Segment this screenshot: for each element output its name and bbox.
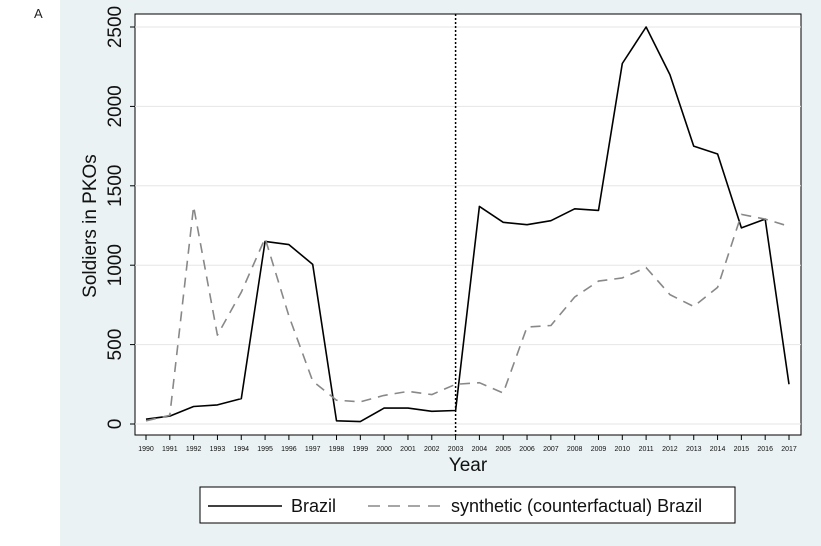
x-axis-ticks: 1990 1991 1992 1993 1994 1995 1996 1997 1998 1999…: [138, 435, 797, 453]
y-tick-label: 2500: [105, 6, 126, 48]
x-tick-label: 2001: [400, 446, 416, 453]
x-axis-label: Year: [449, 455, 488, 476]
x-tick-label: 1993: [210, 446, 226, 453]
x-tick-label: 2015: [734, 446, 750, 453]
panel-label: A: [34, 6, 43, 21]
x-tick-label: 2014: [710, 446, 726, 453]
y-tick-label: 500: [105, 329, 126, 361]
x-tick-label: 2005: [495, 446, 511, 453]
legend-label-synthetic: synthetic (counterfactual) Brazil: [451, 496, 702, 516]
y-tick-label: 1000: [105, 244, 126, 286]
series-lines: [145, 26, 790, 423]
x-tick-label: 2013: [686, 446, 702, 453]
gridlines: [135, 26, 801, 425]
y-tick-label: 2000: [105, 85, 126, 127]
x-tick-label: 1996: [281, 446, 297, 453]
x-tick-label: 2007: [543, 446, 559, 453]
series-line-synthetic: [145, 205, 790, 422]
x-tick-label: 2004: [472, 446, 488, 453]
y-axis-ticks: 0 500 1000 1500 2000 2500: [105, 6, 135, 429]
x-tick-label: 1997: [305, 446, 321, 453]
x-tick-label: 1991: [162, 446, 178, 453]
x-tick-label: 2003: [448, 446, 464, 453]
y-axis-label: Soldiers in PKOs: [80, 154, 101, 298]
x-tick-label: 2009: [591, 446, 607, 453]
x-tick-label: 2016: [757, 446, 773, 453]
x-tick-label: 1994: [233, 446, 249, 453]
legend-label-brazil: Brazil: [291, 496, 336, 516]
legend: Brazil synthetic (counterfactual) Brazil: [199, 486, 736, 524]
x-tick-label: 2017: [781, 446, 797, 453]
x-tick-label: 1995: [257, 446, 273, 453]
x-tick-label: 2000: [376, 446, 392, 453]
x-tick-label: 2012: [662, 446, 678, 453]
x-tick-label: 1998: [329, 446, 345, 453]
x-tick-label: 2011: [639, 446, 654, 453]
series-line-brazil: [145, 26, 790, 423]
x-tick-label: 2010: [615, 446, 631, 453]
x-tick-label: 1999: [353, 446, 369, 453]
y-tick-label: 1500: [105, 165, 126, 207]
plot-area: [134, 13, 802, 436]
legend-box: [199, 486, 736, 524]
x-tick-label: 1992: [186, 446, 202, 453]
y-tick-label: 0: [105, 419, 126, 430]
x-tick-label: 2008: [567, 446, 583, 453]
x-tick-label: 2006: [519, 446, 535, 453]
x-tick-label: 1990: [138, 446, 154, 453]
x-tick-label: 2002: [424, 446, 440, 453]
